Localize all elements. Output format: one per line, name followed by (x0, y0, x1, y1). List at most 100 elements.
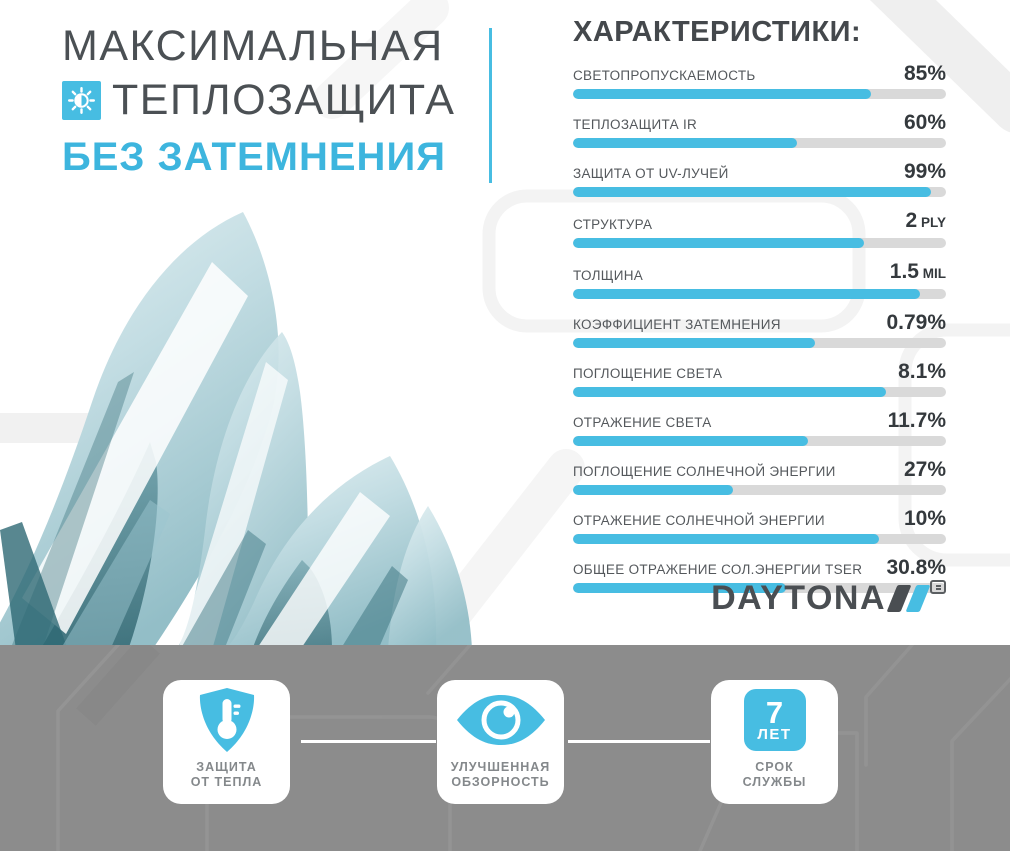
eye-icon (456, 695, 545, 745)
characteristic-value: 0.79% (886, 311, 946, 334)
characteristic-number: 30.8% (886, 556, 946, 579)
feature-card-visibility: УЛУЧШЕННАЯ ОБЗОРНОСТЬ (437, 680, 564, 804)
bar-fill (573, 338, 816, 348)
characteristic-label: ОТРАЖЕНИЕ СВЕТА (573, 415, 712, 430)
title-divider (489, 28, 492, 183)
bar-track (573, 187, 946, 197)
window-film-rolls-illustration (0, 212, 472, 650)
characteristic-number: 0.79% (886, 311, 946, 334)
characteristic-label: ОБЩЕЕ ОТРАЖЕНИЕ СОЛ.ЭНЕРГИИ TSER (573, 562, 863, 577)
characteristic-value: 99% (903, 160, 946, 183)
bar-track (573, 387, 946, 397)
bar-track (573, 534, 946, 544)
bar-track (573, 583, 946, 593)
bar-track (573, 138, 946, 148)
badge-unit: ЛЕТ (757, 725, 792, 743)
title-line-3: БЕЗ ЗАТЕМНЕНИЯ (62, 135, 446, 179)
feature-card-service-life: 7 ЛЕТ СРОК СЛУЖБЫ (711, 680, 838, 804)
bar-fill (573, 238, 864, 248)
feature-label-line1: УЛУЧШЕННАЯ (450, 760, 551, 774)
title-line-1: МАКСИМАЛЬНАЯ (62, 22, 444, 70)
title-line-2: ТЕПЛОЗАЩИТА (112, 75, 456, 124)
characteristic-value: 60% (903, 111, 946, 134)
feature-card-heat-protection: ЗАЩИТА ОТ ТЕПЛА (163, 680, 290, 804)
registered-mark-icon (930, 580, 946, 594)
card-connector-line (301, 740, 436, 743)
characteristic-label: ТЕПЛОЗАЩИТА IR (573, 117, 698, 132)
characteristic-unit: MIL (919, 266, 946, 281)
characteristic-row: ОТРАЖЕНИЕ СОЛНЕЧНОЙ ЭНЕРГИИ 10% (573, 507, 946, 544)
feature-label-line2: СЛУЖБЫ (742, 775, 807, 789)
characteristics-rows: СВЕТОПРОПУСКАЕМОСТЬ 85% ТЕПЛОЗАЩИТА IR 6… (573, 62, 946, 593)
bar-track (573, 338, 946, 348)
bar-track (573, 485, 946, 495)
characteristic-label: ОТРАЖЕНИЕ СОЛНЕЧНОЙ ЭНЕРГИИ (573, 513, 825, 528)
badge-number: 7 (765, 694, 784, 730)
characteristic-number: 11.7% (887, 409, 946, 432)
characteristic-row: ОТРАЖЕНИЕ СВЕТА 11.7% (573, 409, 946, 446)
bar-track (573, 89, 946, 99)
bar-fill (573, 387, 887, 397)
bar-track (573, 238, 946, 248)
characteristic-number: 60% (903, 111, 946, 134)
bar-fill (573, 289, 920, 299)
characteristic-label: ТОЛЩИНА (573, 268, 644, 283)
bar-track (573, 289, 946, 299)
seven-years-badge: 7 ЛЕТ (743, 689, 806, 751)
bar-fill (573, 485, 734, 495)
bar-fill (573, 89, 872, 99)
characteristic-unit: PLY (917, 215, 946, 230)
feature-label-line2: ОБЗОРНОСТЬ (451, 775, 550, 789)
characteristic-label: ПОГЛОЩЕНИЕ СВЕТА (573, 366, 723, 381)
title-line-2-row: ТЕПЛОЗАЩИТА (62, 75, 456, 124)
feature-label-line2: ОТ ТЕПЛА (190, 775, 263, 789)
characteristic-label: СВЕТОПРОПУСКАЕМОСТЬ (573, 68, 756, 83)
bar-fill (573, 583, 786, 593)
characteristic-value: 30.8% (886, 556, 946, 579)
sun-contrast-icon (62, 80, 101, 120)
characteristic-label: ЗАЩИТА ОТ UV-ЛУЧЕЙ (573, 166, 729, 181)
characteristic-row: ТОЛЩИНА 1.5 MIL (573, 260, 946, 299)
bar-fill (573, 534, 879, 544)
feature-label-line1: СРОК (755, 760, 794, 774)
title-block: МАКСИМАЛЬНАЯ (62, 20, 455, 180)
characteristic-label: ПОГЛОЩЕНИЕ СОЛНЕЧНОЙ ЭНЕРГИИ (573, 464, 836, 479)
characteristic-value: 8.1% (898, 360, 946, 383)
characteristic-value: 2 PLY (905, 209, 946, 233)
characteristic-number: 10% (903, 507, 946, 530)
characteristic-number: 1.5 (889, 260, 919, 283)
characteristic-label: КОЭФФИЦИЕНТ ЗАТЕМНЕНИЯ (573, 317, 781, 332)
characteristic-row: СВЕТОПРОПУСКАЕМОСТЬ 85% (573, 62, 946, 99)
card-connector-line (568, 740, 710, 743)
characteristic-number: 85% (903, 62, 946, 85)
characteristic-row: ТЕПЛОЗАЩИТА IR 60% (573, 111, 946, 148)
characteristics-panel: ХАРАКТЕРИСТИКИ: СВЕТОПРОПУСКАЕМОСТЬ 85% … (573, 16, 946, 607)
characteristic-value: 1.5 MIL (889, 260, 946, 284)
characteristic-row: КОЭФФИЦИЕНТ ЗАТЕМНЕНИЯ 0.79% (573, 311, 946, 348)
characteristic-label: СТРУКТУРА (573, 217, 653, 232)
characteristic-value: 27% (903, 458, 946, 481)
characteristic-row: ПОГЛОЩЕНИЕ СОЛНЕЧНОЙ ЭНЕРГИИ 27% (573, 458, 946, 495)
bar-fill (573, 436, 808, 446)
feature-label-line1: ЗАЩИТА (196, 760, 257, 774)
characteristic-row: ЗАЩИТА ОТ UV-ЛУЧЕЙ 99% (573, 160, 946, 197)
characteristic-row: ОБЩЕЕ ОТРАЖЕНИЕ СОЛ.ЭНЕРГИИ TSER 30.8% (573, 556, 946, 593)
characteristic-row: ПОГЛОЩЕНИЕ СВЕТА 8.1% (573, 360, 946, 397)
daytona-logo: DAYTONA (711, 579, 946, 617)
characteristic-number: 2 (905, 209, 918, 232)
features-band: ЗАЩИТА ОТ ТЕПЛА УЛУЧШЕННАЯ ОБЗОРНОСТЬ (0, 645, 1010, 851)
characteristic-number: 27% (903, 458, 946, 481)
characteristic-row: СТРУКТУРА 2 PLY (573, 209, 946, 248)
characteristic-number: 8.1% (898, 360, 946, 383)
bar-track (573, 436, 946, 446)
characteristics-heading: ХАРАКТЕРИСТИКИ: (573, 16, 862, 48)
bar-fill (573, 138, 797, 148)
characteristic-value: 10% (903, 507, 946, 530)
bar-fill (573, 187, 932, 197)
shield-thermometer-icon (199, 688, 254, 752)
daytona-logo-text: DAYTONA (711, 579, 886, 617)
characteristic-value: 11.7% (887, 409, 946, 432)
characteristic-value: 85% (903, 62, 946, 85)
characteristic-number: 99% (903, 160, 946, 183)
